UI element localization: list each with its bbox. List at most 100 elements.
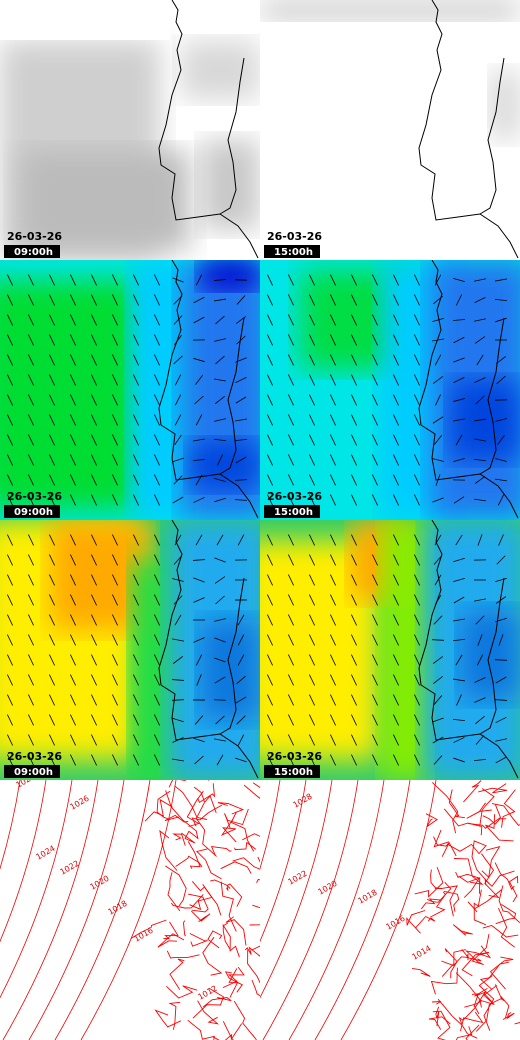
- isobar-dense: [220, 818, 237, 843]
- wind-arrow: [309, 494, 315, 506]
- wind-arrow: [267, 434, 273, 446]
- wind-arrow: [172, 578, 184, 582]
- wind-arrow: [215, 315, 225, 325]
- wind-arrow: [372, 694, 378, 706]
- isobar-dense: [446, 843, 487, 855]
- wind-arrow: [372, 574, 378, 586]
- wind-arrow: [498, 634, 504, 646]
- wind-arrow: [173, 355, 183, 365]
- wind-arrow: [91, 414, 97, 426]
- wind-arrow: [133, 394, 139, 406]
- wind-arrow: [455, 654, 463, 666]
- wind-arrow: [154, 414, 160, 426]
- isobar-dense: [484, 870, 515, 887]
- wind-arrow: [70, 434, 76, 446]
- wind-arrow: [414, 754, 420, 766]
- wind-arrow: [154, 614, 160, 626]
- wind-arrow: [91, 274, 97, 286]
- wind-arrow: [237, 614, 245, 626]
- background: [0, 780, 260, 1040]
- wind-arrow: [154, 654, 160, 666]
- isobar-dense: [172, 833, 186, 846]
- isobar-dense: [426, 881, 452, 903]
- isobar: [54, 780, 151, 1040]
- cloud: [200, 140, 260, 230]
- wind-arrow: [330, 314, 336, 326]
- wind-arrow: [133, 494, 139, 506]
- wind-arrow: [372, 394, 378, 406]
- wind-arrow: [112, 634, 118, 646]
- wind-arrow: [70, 574, 76, 586]
- field: [130, 560, 170, 780]
- isobar-dense: [453, 858, 484, 886]
- wind-arrow: [112, 594, 118, 606]
- isobar-dense: [455, 871, 481, 894]
- wind-arrow: [351, 614, 357, 626]
- wind-arrow: [393, 554, 399, 566]
- wind-arrow: [474, 598, 486, 602]
- wind-arrow: [154, 534, 160, 546]
- wind-arrow: [28, 414, 34, 426]
- wind-arrow: [330, 414, 336, 426]
- wind-arrow: [214, 338, 226, 342]
- wind-arrow: [91, 554, 97, 566]
- wind-arrow: [91, 634, 97, 646]
- wind-arrow: [112, 434, 118, 446]
- isobar: [0, 780, 73, 999]
- wind-arrow: [112, 454, 118, 466]
- isobar-dense: [252, 904, 260, 909]
- wind-arrow: [195, 534, 203, 546]
- wind-arrow: [267, 694, 273, 706]
- wind-arrow: [309, 354, 315, 366]
- wind-arrow: [215, 396, 225, 404]
- wind-arrow: [193, 438, 205, 442]
- wind-arrow: [495, 756, 507, 764]
- wind-arrow: [495, 676, 507, 684]
- isobar-dense: [187, 1019, 215, 1040]
- wind-arrow: [372, 354, 378, 366]
- wind-arrow: [477, 634, 483, 646]
- isobar-dense: [481, 845, 501, 879]
- wind-arrow: [195, 414, 203, 426]
- wind-arrow: [173, 595, 183, 605]
- wind-arrow: [288, 694, 294, 706]
- wind-arrow: [267, 594, 273, 606]
- wind-arrow: [70, 674, 76, 686]
- wind-arrow: [235, 418, 247, 422]
- wind-arrow: [7, 754, 13, 766]
- wind-arrow: [267, 534, 273, 546]
- wind-arrow: [70, 654, 76, 666]
- map-panel: 26-03-26 09:00h: [0, 520, 260, 780]
- wind-arrow: [70, 354, 76, 366]
- date-label: 26-03-26: [7, 750, 62, 763]
- wind-arrow: [7, 414, 13, 426]
- wind-arrow: [309, 474, 315, 486]
- isobar-dense: [169, 958, 185, 990]
- wind-arrow: [28, 294, 34, 306]
- isobar-dense: [222, 966, 245, 989]
- wind-arrow: [112, 294, 118, 306]
- border: [219, 317, 245, 475]
- isobar-dense: [168, 1001, 181, 1030]
- isobar-dense: [461, 952, 489, 977]
- wind-arrow: [267, 454, 273, 466]
- wind-arrow: [351, 374, 357, 386]
- isobar-dense: [233, 1000, 257, 1040]
- wind-arrow: [414, 394, 420, 406]
- wind-arrow: [91, 734, 97, 746]
- isobar-dense: [443, 808, 483, 836]
- wind-arrow: [28, 754, 34, 766]
- isobar: [260, 780, 333, 999]
- wind-arrow: [309, 714, 315, 726]
- wind-arrow: [172, 717, 184, 723]
- wind-arrow: [49, 694, 55, 706]
- wind-arrow: [414, 434, 420, 446]
- isobar-dense: [175, 855, 203, 868]
- wind-arrow: [235, 396, 247, 404]
- wind-arrow: [432, 717, 444, 723]
- wind-arrow: [351, 414, 357, 426]
- wind-arrow: [234, 499, 248, 501]
- wind-arrow: [351, 494, 357, 506]
- wind-arrow: [330, 614, 336, 626]
